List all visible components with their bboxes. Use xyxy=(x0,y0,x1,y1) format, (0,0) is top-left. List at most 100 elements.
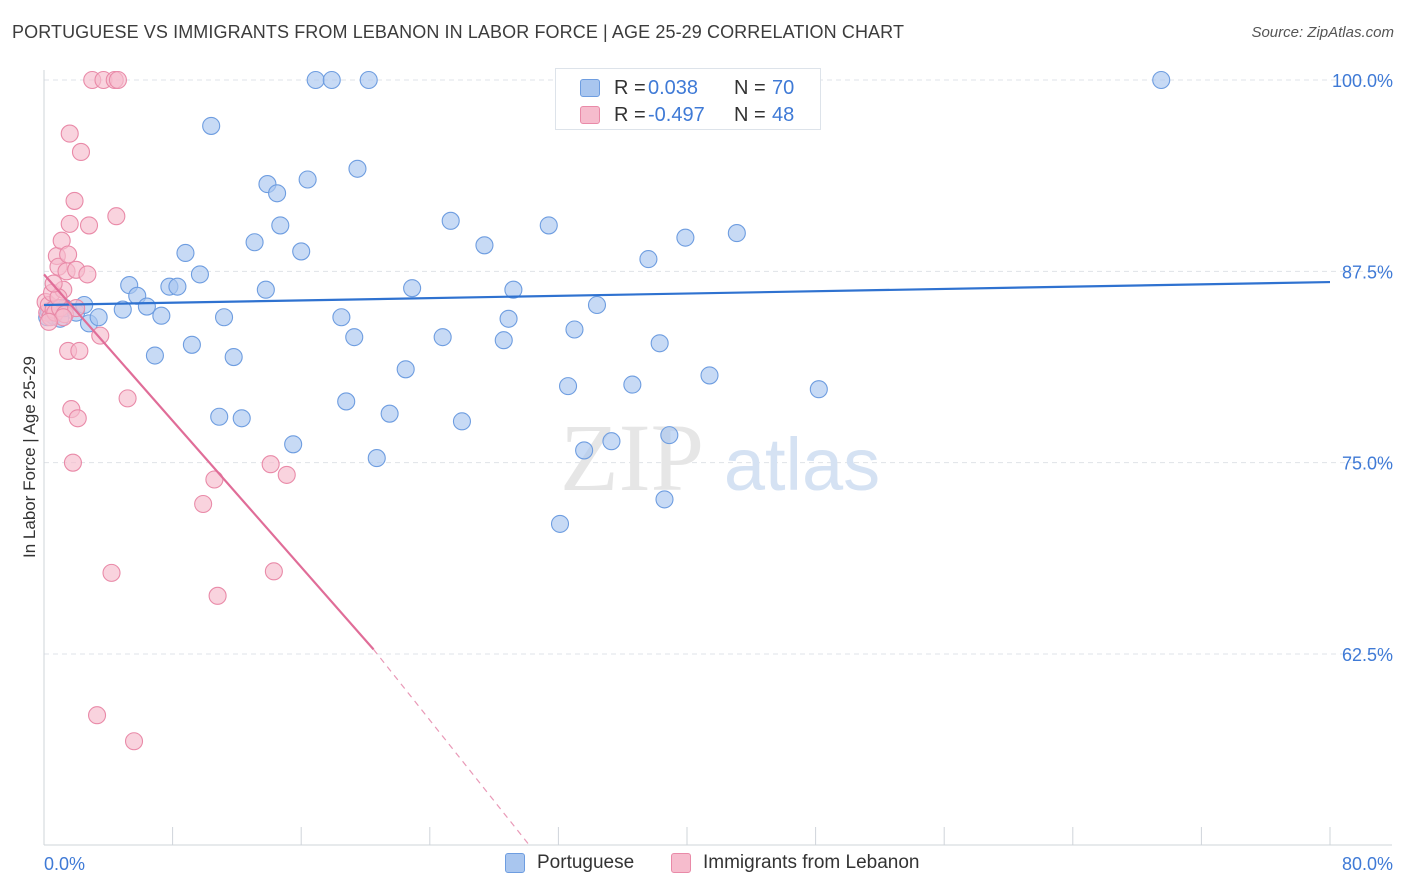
point-portuguese xyxy=(639,250,658,269)
point-lebanon xyxy=(124,732,144,751)
point-portuguese xyxy=(284,435,303,454)
point-portuguese xyxy=(575,441,594,460)
legend-row-lebanon: R = -0.497 N = 48 xyxy=(556,102,820,130)
stats-legend: R = 0.038 N = 70 R = -0.497 N = 48 xyxy=(555,68,821,130)
point-portuguese xyxy=(232,409,251,428)
point-portuguese xyxy=(214,308,234,327)
point-portuguese xyxy=(245,233,264,252)
point-portuguese xyxy=(494,331,513,350)
legend-swatch-portuguese xyxy=(505,853,525,873)
point-portuguese xyxy=(623,375,642,394)
point-portuguese xyxy=(380,404,399,423)
legend-label-lebanon: Immigrants from Lebanon xyxy=(703,852,920,873)
point-lebanon xyxy=(39,312,58,331)
y-axis-title: In Labor Force | Age 25-29 xyxy=(20,356,39,558)
legend-r-value: 0.038 xyxy=(648,77,699,99)
legend-n-value: 48 xyxy=(772,104,795,126)
point-portuguese xyxy=(504,280,523,299)
point-portuguese xyxy=(700,366,719,385)
point-lebanon xyxy=(102,563,121,582)
point-portuguese xyxy=(650,334,669,353)
source-label: Source: ZipAtlas.com xyxy=(1251,24,1394,41)
point-portuguese xyxy=(587,295,607,315)
point-portuguese xyxy=(441,211,460,230)
point-portuguese xyxy=(359,70,378,90)
legend-swatch-lebanon xyxy=(580,106,600,124)
point-portuguese xyxy=(345,328,364,347)
trendline-lebanon xyxy=(43,273,375,651)
legend-n-label: N = xyxy=(734,104,766,126)
point-portuguese xyxy=(152,306,171,325)
legend-n-value: 70 xyxy=(772,77,795,99)
y-tick-label: 87.5% xyxy=(1342,262,1393,282)
point-portuguese xyxy=(433,328,452,347)
legend-row-portuguese: R = 0.038 N = 70 xyxy=(556,75,820,103)
point-portuguese xyxy=(298,170,317,189)
point-portuguese xyxy=(190,265,209,284)
point-portuguese xyxy=(565,320,584,339)
point-lebanon xyxy=(118,389,137,408)
point-portuguese xyxy=(113,300,132,319)
point-lebanon xyxy=(79,216,99,235)
point-portuguese xyxy=(676,228,695,247)
point-portuguese xyxy=(403,279,422,298)
point-portuguese xyxy=(727,224,746,243)
point-portuguese xyxy=(539,216,558,235)
point-lebanon xyxy=(65,191,84,210)
point-portuguese xyxy=(292,242,311,261)
x-tick-label: 80.0% xyxy=(1342,854,1393,874)
point-portuguese xyxy=(256,280,275,299)
point-portuguese xyxy=(224,348,243,367)
y-tick-label: 75.0% xyxy=(1342,454,1393,474)
point-lebanon xyxy=(78,265,97,284)
point-lebanon xyxy=(87,706,107,725)
point-portuguese xyxy=(550,514,570,533)
point-portuguese xyxy=(809,380,828,399)
point-portuguese xyxy=(182,335,201,354)
point-portuguese xyxy=(348,159,367,178)
point-portuguese xyxy=(306,70,325,90)
legend-swatch-portuguese xyxy=(580,79,600,97)
series-legend: Portuguese Immigrants from Lebanon xyxy=(0,852,1406,878)
point-portuguese xyxy=(210,407,229,426)
point-portuguese xyxy=(337,392,356,411)
point-portuguese xyxy=(367,449,386,468)
point-portuguese xyxy=(89,308,108,327)
point-portuguese xyxy=(396,360,415,379)
point-lebanon xyxy=(60,214,79,233)
legend-r-value: -0.497 xyxy=(648,104,705,126)
point-lebanon xyxy=(91,326,110,345)
point-portuguese xyxy=(145,346,164,365)
point-portuguese xyxy=(660,426,679,445)
legend-n-label: N = xyxy=(734,77,766,99)
watermark-atlas: atlas xyxy=(724,423,880,506)
y-tick-label: 62.5% xyxy=(1342,645,1393,665)
point-portuguese xyxy=(655,490,674,509)
point-portuguese xyxy=(475,236,494,255)
chart-title: PORTUGUESE VS IMMIGRANTS FROM LEBANON IN… xyxy=(12,22,905,42)
trendline-portuguese xyxy=(43,280,1331,307)
point-lebanon xyxy=(107,207,126,226)
point-portuguese xyxy=(176,243,195,263)
legend-swatch-lebanon xyxy=(671,853,691,873)
point-lebanon xyxy=(277,465,296,484)
y-tick-label: 100.0% xyxy=(1332,71,1393,91)
point-lebanon xyxy=(70,341,89,360)
point-portuguese xyxy=(602,432,621,451)
point-portuguese xyxy=(322,70,341,90)
point-portuguese xyxy=(452,412,472,431)
point-portuguese xyxy=(271,216,290,235)
point-portuguese xyxy=(1152,70,1171,90)
point-portuguese xyxy=(268,184,287,203)
point-lebanon xyxy=(264,562,283,581)
point-lebanon xyxy=(261,455,280,474)
point-portuguese xyxy=(332,308,351,327)
point-portuguese xyxy=(558,377,578,396)
point-portuguese xyxy=(202,116,221,135)
point-lebanon xyxy=(59,245,78,264)
point-lebanon xyxy=(60,124,79,143)
trendline-lebanon-extension xyxy=(373,649,530,846)
point-portuguese xyxy=(137,297,156,316)
x-tick-label: 0.0% xyxy=(44,854,85,874)
